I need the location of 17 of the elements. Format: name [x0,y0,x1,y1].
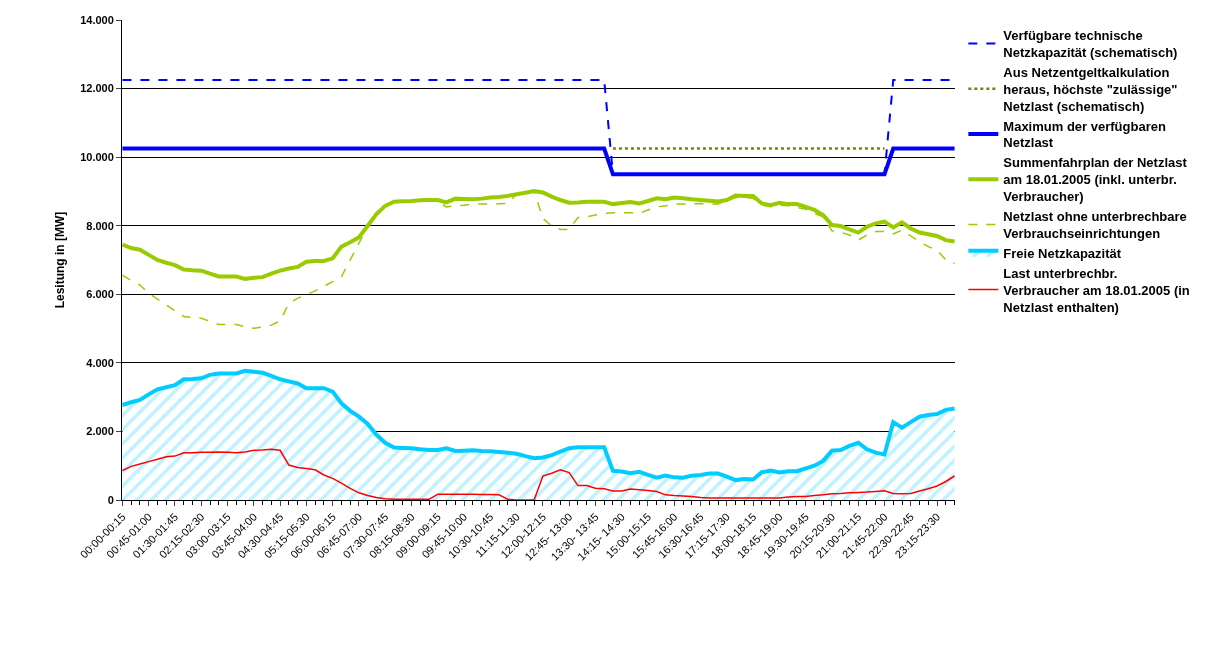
y-tick-label: 12.000 [80,82,114,95]
y-tick-label: 0 [107,493,114,506]
legend-label: Maximum der verfügbaren Netzlast [1003,118,1166,151]
y-axis-title: Lesitung in [MW] [53,211,68,309]
y-tick-label: 14.000 [80,13,114,26]
y-tick-label: 4.000 [86,356,114,369]
y-tick-label: 2.000 [86,425,114,438]
y-tick-label: 6.000 [86,288,114,301]
legend-label: Aus Netzentgeltkalkulation heraus, höchste "zulässige" Netzlast (schematisch) [1003,64,1178,114]
legend-label: Freie Netzkapazität [1003,245,1122,261]
legend-label: Netzlast ohne unterbrechbare Verbrauchseinrichtungen [1003,209,1187,241]
y-tick-label: 8.000 [86,219,114,232]
line-series [122,190,955,329]
legend-label: Verfügbare technische Netzkapazität (schematisch) [1003,28,1178,60]
y-tick-label: 10.000 [80,150,114,163]
legend-label: Summenfahrplan der Netzlast am 18.01.2005 (inkl. unterbr. Verbraucher) [1003,155,1188,205]
legend-label: Last unterbrechbr. Verbraucher am 18.01.2005 (in Netzlast enthalten) [1003,265,1190,315]
